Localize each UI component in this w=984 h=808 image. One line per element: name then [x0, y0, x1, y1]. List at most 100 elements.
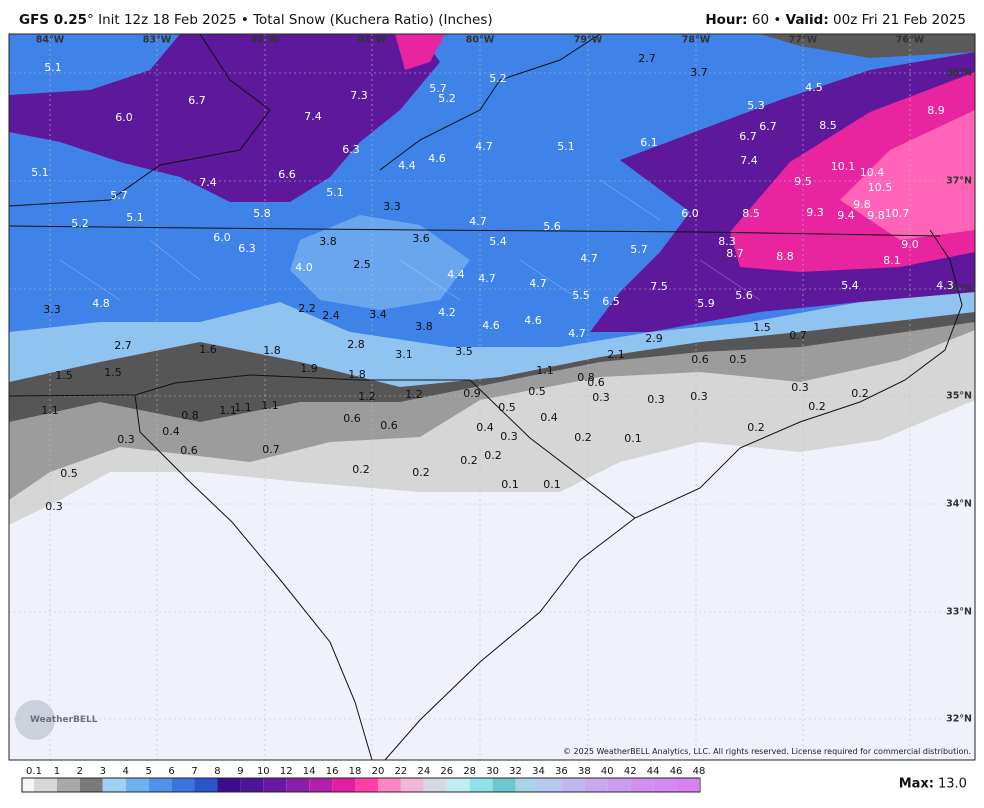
colorbar-label: 8 — [214, 766, 220, 777]
snow-total-label: 4.7 — [475, 140, 493, 153]
max-value: 13.0 — [938, 777, 967, 792]
colorbar-swatch — [240, 778, 264, 792]
colorbar-label: 22 — [395, 766, 408, 777]
colorbar-label: 36 — [555, 766, 568, 777]
snow-total-label: 6.5 — [602, 295, 620, 308]
colorbar-swatch — [125, 778, 149, 792]
snow-total-label: 9.8 — [867, 209, 885, 222]
snow-total-label: 5.3 — [747, 99, 765, 112]
colorbar-swatch — [653, 778, 677, 792]
snow-total-label: 0.2 — [747, 421, 765, 434]
field-magenta-north — [395, 34, 445, 70]
snow-total-label: 5.7 — [630, 243, 648, 256]
snow-total-label: 0.4 — [476, 421, 494, 434]
snow-total-label: 5.2 — [438, 92, 456, 105]
snow-total-label: 8.1 — [883, 254, 901, 267]
valid-time: 00z Fri 21 Feb 2025 — [833, 12, 966, 28]
snow-total-label: 1.5 — [104, 366, 122, 379]
lat-label: 35°N — [946, 391, 972, 402]
snow-total-label: 7.3 — [350, 89, 368, 102]
snow-total-label: 1.9 — [300, 362, 318, 375]
snow-total-label: 0.5 — [528, 385, 546, 398]
snow-total-label: 2.4 — [322, 309, 340, 322]
snow-total-label: 4.7 — [478, 272, 496, 285]
colorbar-swatch — [676, 778, 699, 792]
colorbar-label: 20 — [372, 766, 385, 777]
snow-total-label: 1.5 — [55, 369, 73, 382]
snow-total-label: 5.9 — [697, 297, 715, 310]
snow-total-label: 5.2 — [489, 72, 507, 85]
snow-total-label: 0.2 — [851, 387, 869, 400]
snow-total-label: 1.1 — [261, 399, 279, 412]
snow-total-label: 5.7 — [429, 82, 447, 95]
snow-total-label: 4.5 — [805, 81, 823, 94]
colorbar-swatch — [469, 778, 493, 792]
colorbar-swatch — [34, 778, 57, 792]
hour-label: Hour: — [705, 12, 748, 28]
lat-label: 36°N — [946, 284, 972, 295]
snow-total-label: 3.8 — [415, 320, 433, 333]
snow-total-label: 1.2 — [358, 390, 376, 403]
snow-total-label: 5.8 — [253, 207, 271, 220]
snow-total-label: 4.7 — [469, 215, 487, 228]
snow-total-label: 0.6 — [380, 419, 398, 432]
lon-label: 77°W — [789, 35, 818, 46]
snow-total-label: 0.6 — [587, 376, 605, 389]
lon-label: 80°W — [466, 35, 495, 46]
colorbar-swatch — [355, 778, 378, 792]
colorbar-label: 40 — [601, 766, 614, 777]
snow-total-label: 0.8 — [181, 409, 199, 422]
colorbar-swatch — [561, 778, 585, 792]
colorbar-label: 26 — [440, 766, 453, 777]
lat-label: 32°N — [946, 714, 972, 725]
snow-total-label: 0.1 — [624, 432, 642, 445]
run-details: ° Init 12z 18 Feb 2025 • Total Snow (Kuc… — [87, 12, 493, 28]
lon-label: 82°W — [251, 35, 280, 46]
colorbar-swatch — [148, 778, 172, 792]
snow-total-label: 4.6 — [428, 152, 446, 165]
colorbar-swatch — [332, 778, 356, 792]
colorbar-swatch — [194, 778, 218, 792]
snow-total-label: 1.8 — [348, 368, 366, 381]
field-dark-ne — [760, 34, 975, 58]
colorbar: 0.1 1 2 3 4 5 6 7 8 9 10 12 14 16 18 20 22 24 26 28 30 32 34 36… — [21, 766, 705, 793]
snow-total-label: 3.3 — [383, 200, 401, 213]
header-left: GFS 0.25° Init 12z 18 Feb 2025 • Total S… — [19, 12, 493, 28]
snow-total-label: 0.5 — [60, 467, 78, 480]
snow-total-label: 0.3 — [117, 433, 135, 446]
snow-total-label: 0.9 — [463, 387, 481, 400]
colorbar-label: 44 — [647, 766, 660, 777]
snow-total-label: 5.5 — [572, 289, 590, 302]
snow-total-label: 1.1 — [41, 404, 59, 417]
snow-total-label: 3.1 — [395, 348, 413, 361]
snow-total-label: 1.8 — [263, 344, 281, 357]
snow-total-label: 8.5 — [742, 207, 760, 220]
snow-total-label: 8.9 — [927, 104, 945, 117]
colorbar-label: 5 — [145, 766, 151, 777]
colorbar-swatch — [584, 778, 608, 792]
snow-total-label: 5.4 — [489, 235, 507, 248]
snow-total-label: 2.1 — [607, 348, 625, 361]
snow-total-label: 6.7 — [739, 130, 757, 143]
snow-total-label: 2.8 — [347, 338, 365, 351]
snow-total-label: 1.1 — [219, 404, 237, 417]
field-pink — [840, 110, 975, 240]
snow-total-label: 6.1 — [640, 136, 658, 149]
colorbar-label: 46 — [670, 766, 683, 777]
snow-total-label: 9.4 — [837, 209, 855, 222]
snow-total-label: 8.3 — [718, 235, 736, 248]
colorbar-label: 28 — [463, 766, 476, 777]
snow-total-label: 4.6 — [524, 314, 542, 327]
model: GFS 0.25 — [19, 12, 88, 28]
hour: 60 • — [751, 12, 782, 28]
snow-total-label: 0.5 — [498, 401, 516, 414]
lon-label: 79°W — [574, 35, 603, 46]
map-frame — [8, 33, 976, 761]
snow-total-label: 8.8 — [776, 250, 794, 263]
snow-total-label: 0.2 — [412, 466, 430, 479]
logo-text: WeatherBELL — [30, 715, 98, 725]
snow-total-label: 3.3 — [43, 303, 61, 316]
logo: WeatherBELL — [15, 700, 98, 740]
snow-total-label: 7.5 — [650, 280, 668, 293]
snow-total-label: 5.7 — [110, 189, 128, 202]
